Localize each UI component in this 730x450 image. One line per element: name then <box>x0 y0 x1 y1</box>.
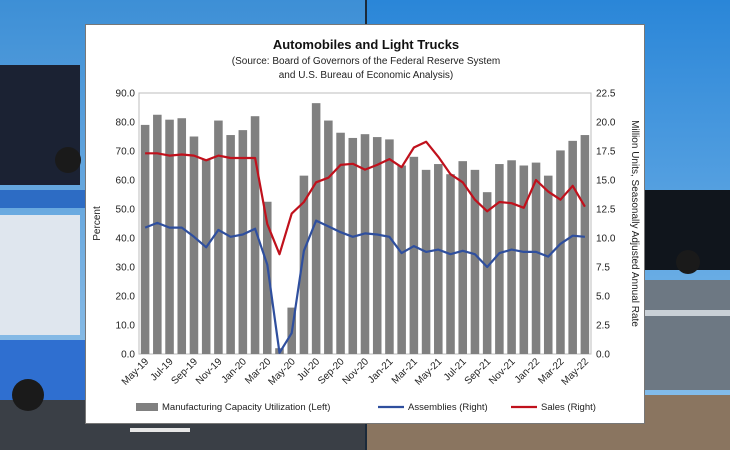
capacity-utilization-bar <box>226 135 235 354</box>
y-left-tick-label: 20.0 <box>116 292 136 303</box>
y-left-tick-label: 70.0 <box>116 147 136 158</box>
capacity-utilization-bar <box>385 139 394 354</box>
capacity-utilization-bar <box>153 114 162 354</box>
capacity-utilization-bar <box>311 103 321 355</box>
x-tick-label: May-19 <box>120 356 152 388</box>
assemblies-line <box>144 219 585 354</box>
y-left-tick-label: 60.0 <box>116 176 136 187</box>
capacity-utilization-bar <box>348 137 358 354</box>
capacity-utilization-bar <box>360 134 370 354</box>
chart-subtitle-line-2: and U.S. Bureau of Economic Analysis) <box>278 70 454 81</box>
y-left-tick-label: 10.0 <box>116 321 136 332</box>
y-left-tick-label: 40.0 <box>116 234 136 245</box>
x-tick-label: May-22 <box>560 356 592 388</box>
x-tick-label: May-20 <box>266 356 298 388</box>
chart-area: 0.0 10.0 20.0 30.0 40.0 50.0 60.0 70.0 80.0 90.0 0… <box>92 89 640 414</box>
y-right-tick-label: 2.5 <box>596 321 610 332</box>
capacity-utilization-bar <box>214 120 223 354</box>
chart-panel: Automobiles and Light Trucks (Source: Bo… <box>85 24 645 424</box>
capacity-utilization-bar <box>446 174 455 354</box>
capacity-utilization-bar <box>177 118 187 354</box>
legend-label-assemblies: Assemblies (Right) <box>408 402 488 413</box>
capacity-utilization-bar <box>201 159 211 354</box>
chart-subtitle-line-1: (Source: Board of Governors of the Feder… <box>231 56 501 67</box>
chart-title: Automobiles and Light Trucks <box>272 37 460 52</box>
capacity-utilization-bar <box>568 140 577 354</box>
capacity-utilization-bar <box>397 165 406 354</box>
capacity-utilization-bar <box>189 136 199 354</box>
x-tick-label: Nov-20 <box>341 356 372 387</box>
capacity-utilization-bar <box>470 169 480 354</box>
y-right-tick-label: 10.0 <box>596 234 616 245</box>
y-right-tick-label: 12.5 <box>596 205 616 216</box>
y-left-tick-label: 90.0 <box>116 89 136 100</box>
y-right-tick-label: 7.5 <box>596 263 610 274</box>
legend-label-capacity: Manufacturing Capacity Utilization (Left… <box>162 402 330 413</box>
capacity-utilization-bar <box>434 164 443 354</box>
capacity-utilization-bar <box>262 201 272 354</box>
capacity-utilization-bar <box>165 119 174 355</box>
capacity-utilization-bar <box>421 169 431 354</box>
capacity-utilization-bar <box>482 192 492 354</box>
capacity-utilization-bar <box>409 156 419 354</box>
y-left-tick-label: 0.0 <box>121 350 135 361</box>
legend-swatch-capacity <box>136 403 158 411</box>
y-right-tick-label: 0.0 <box>596 350 610 361</box>
capacity-utilization-bar <box>531 162 541 354</box>
y-left-tick-label: 30.0 <box>116 263 136 274</box>
y-left-tick-label: 50.0 <box>116 205 136 216</box>
capacity-utilization-bar <box>336 132 345 354</box>
sales-line <box>145 140 586 256</box>
capacity-utilization-bar <box>543 175 553 354</box>
y-left-axis-title: Percent <box>92 206 103 241</box>
capacity-utilization-bar <box>299 175 309 354</box>
legend-label-sales: Sales (Right) <box>541 402 596 413</box>
y-right-tick-label: 17.5 <box>596 147 616 158</box>
x-tick-label: May-21 <box>413 356 445 388</box>
capacity-utilization-bar <box>507 160 516 354</box>
capacity-utilization-bar <box>324 120 333 354</box>
x-tick-label: Nov-21 <box>487 356 518 387</box>
capacity-utilization-bar <box>140 124 150 355</box>
capacity-utilization-bar <box>556 150 565 354</box>
capacity-utilization-bar <box>495 164 504 354</box>
capacity-utilization-bar <box>250 116 260 354</box>
capacity-utilization-bar <box>519 165 529 354</box>
y-right-tick-label: 22.5 <box>596 89 616 100</box>
x-tick-label: Nov-19 <box>194 356 225 387</box>
capacity-utilization-bar <box>238 130 248 354</box>
y-right-tick-label: 20.0 <box>596 118 616 129</box>
y-right-tick-label: 5.0 <box>596 292 610 303</box>
capacity-utilization-bar <box>458 161 468 354</box>
capacity-utilization-bar <box>372 137 382 354</box>
y-right-axis-title: Million Units, Seasonally Adjusted Annua… <box>629 120 640 327</box>
y-right-tick-label: 15.0 <box>596 176 616 187</box>
capacity-utilization-bar <box>580 135 590 354</box>
y-left-tick-label: 80.0 <box>116 118 136 129</box>
